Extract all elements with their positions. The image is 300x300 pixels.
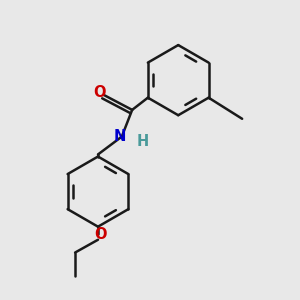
Text: N: N xyxy=(114,129,127,144)
Text: O: O xyxy=(93,85,106,100)
Text: O: O xyxy=(94,227,106,242)
Text: H: H xyxy=(136,134,149,149)
